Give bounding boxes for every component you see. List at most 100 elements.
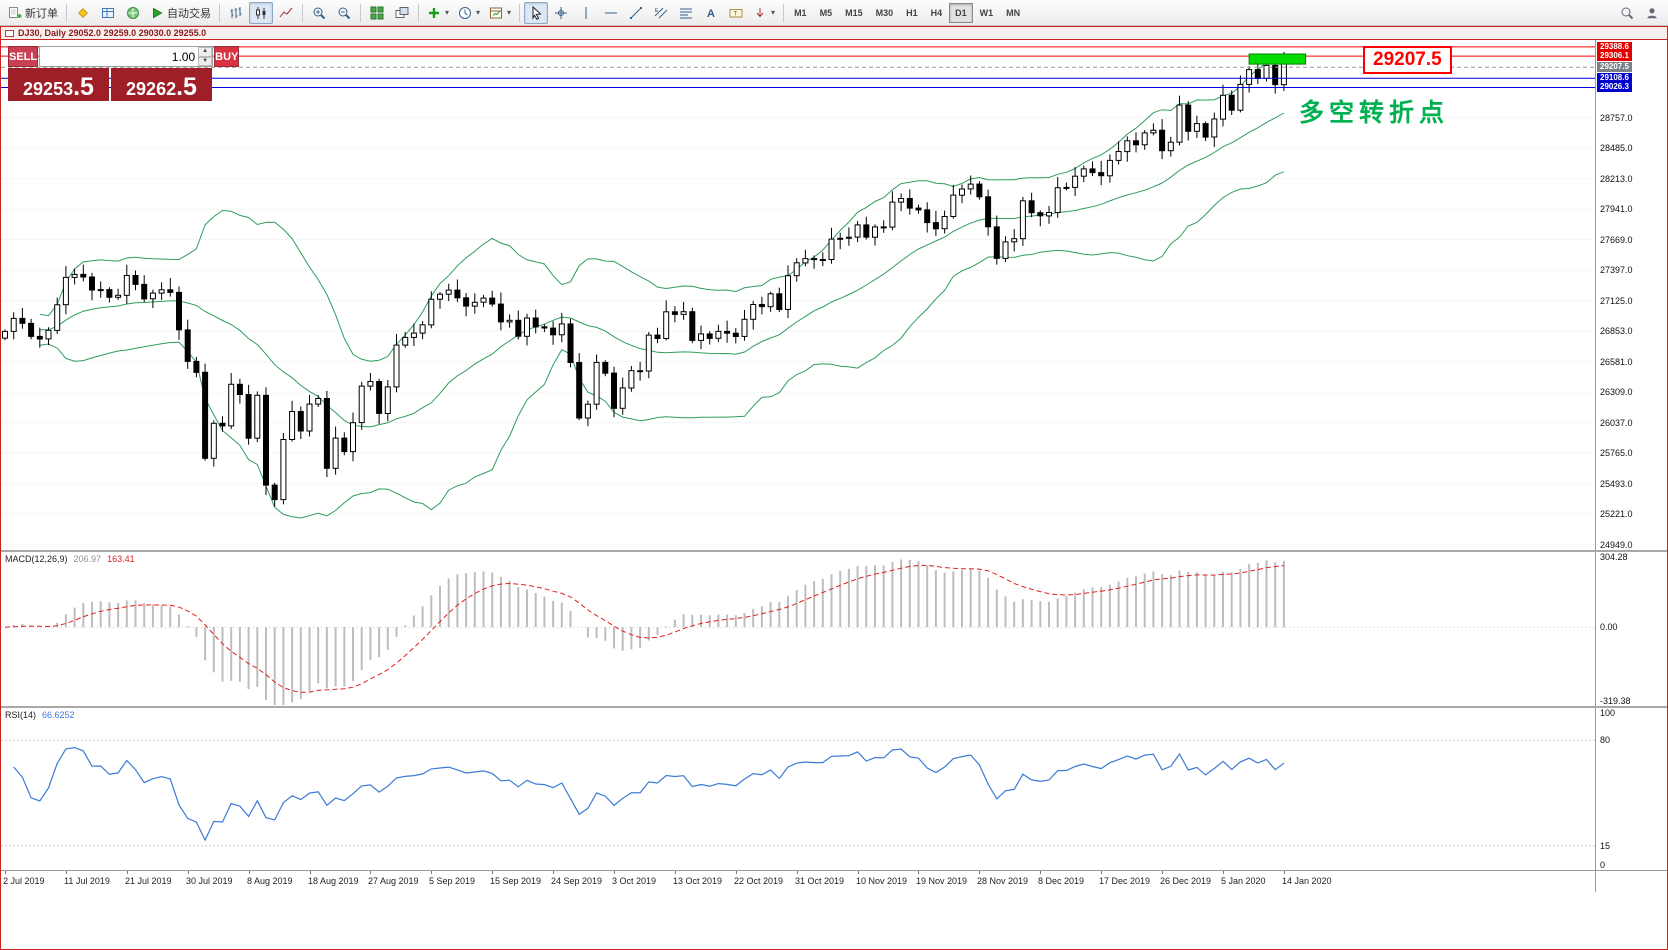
svg-text:A: A — [707, 8, 715, 20]
axis-label: 0.00 — [1600, 622, 1618, 632]
timeframe-m1[interactable]: M1 — [788, 3, 813, 23]
buy-button[interactable]: BUY — [214, 46, 240, 67]
svg-text:E: E — [655, 8, 659, 14]
axis-label: 25221.0 — [1600, 509, 1633, 519]
date-label: 24 Sep 2019 — [551, 876, 603, 886]
arrows-button[interactable]: ▾ — [749, 2, 779, 24]
date-label: 30 Jul 2019 — [186, 876, 233, 886]
chart-window: DJ30, Daily 29052.0 29259.0 29030.0 2925… — [0, 26, 1668, 950]
price-axis-badge: 29306.1 — [1597, 51, 1632, 61]
macd-panel[interactable]: MACD(12,26,9) 206.97 163.41 — [1, 552, 1595, 706]
panel-splitter[interactable] — [1, 706, 1667, 708]
date-tick — [614, 871, 615, 874]
price-axis-badge: 29207.5 — [1597, 62, 1632, 72]
horizontal-line-button[interactable] — [599, 2, 623, 24]
date-axis[interactable]: 2 Jul 2019 11 Jul 2019 21 Jul 2019 30 Jul 2… — [1, 870, 1595, 892]
axis-label: 24949.0 — [1600, 540, 1633, 550]
timeframe-h1[interactable]: H1 — [900, 3, 924, 23]
crosshair-button[interactable] — [549, 2, 573, 24]
toolbar-separator — [418, 3, 419, 22]
turning-point-note: 多空转折点 — [1299, 99, 1450, 127]
date-tick — [675, 871, 676, 874]
chart-title-bar: DJ30, Daily 29052.0 29259.0 29030.0 2925… — [1, 27, 1667, 40]
cursor-icon — [532, 5, 542, 20]
macd-axis[interactable]: 304.28 0.00 -319.38 — [1595, 552, 1667, 706]
new-order-button[interactable]: 新订单 — [4, 2, 62, 24]
timeframe-m15[interactable]: M15 — [839, 3, 869, 23]
fibonacci-icon — [680, 8, 693, 18]
toolbar-separator — [302, 3, 303, 22]
panel-splitter[interactable] — [1, 550, 1667, 552]
axis-label: 25765.0 — [1600, 448, 1633, 458]
axis-label: 28213.0 — [1600, 174, 1633, 184]
date-tick — [431, 871, 432, 874]
bar-chart-icon — [230, 6, 242, 18]
volume-up-button[interactable]: ▲ — [198, 47, 213, 57]
main-chart-plot[interactable]: SELL ▲ ▼ BUY 29253.5 29262.5 — [1, 40, 1595, 550]
templates-icon — [490, 7, 503, 18]
sell-price-frac: .5 — [73, 73, 94, 101]
bar-chart-button[interactable] — [224, 2, 248, 24]
profile-icon — [1647, 7, 1657, 18]
auto-arrange-icon — [395, 6, 409, 18]
axis-label: 100 — [1600, 708, 1616, 718]
sell-price[interactable]: 29253.5 — [8, 68, 109, 101]
buy-price[interactable]: 29262.5 — [111, 68, 212, 101]
tile-windows-button[interactable] — [365, 2, 389, 24]
trendline-button[interactable] — [624, 2, 648, 24]
dropdown-caret-icon: ▾ — [771, 8, 776, 17]
timeframe-m30[interactable]: M30 — [870, 3, 900, 23]
navigator-button[interactable] — [121, 2, 145, 24]
axis-corner — [1595, 870, 1667, 892]
text-label-button[interactable]: T — [724, 2, 748, 24]
timeframe-w1[interactable]: W1 — [974, 3, 1000, 23]
timeframe-mn[interactable]: MN — [1000, 3, 1026, 23]
date-tick — [370, 871, 371, 874]
timeframe-h4[interactable]: H4 — [925, 3, 949, 23]
date-tick — [1223, 871, 1224, 874]
rsi-label-strip: RSI(14) 66.6252 — [5, 710, 75, 720]
sell-button[interactable]: SELL — [8, 46, 39, 67]
horizontal-line-icon — [605, 12, 618, 13]
text-label-icon: T — [729, 8, 743, 17]
text-button[interactable]: A — [699, 2, 723, 24]
timeframe-m5[interactable]: M5 — [814, 3, 839, 23]
search-button[interactable] — [1615, 2, 1639, 24]
rsi-panel[interactable]: RSI(14) 66.6252 — [1, 708, 1595, 870]
macd-main-value: 206.97 — [73, 554, 102, 564]
date-label: 31 Oct 2019 — [795, 876, 845, 886]
profile-button[interactable] — [1640, 2, 1664, 24]
candlestick-chart-icon — [256, 6, 266, 19]
vertical-line-button[interactable] — [574, 2, 598, 24]
periods-button[interactable]: ▾ — [454, 2, 484, 24]
equidistant-channel-button[interactable]: E — [649, 2, 673, 24]
auto-arrange-button[interactable] — [390, 2, 414, 24]
date-label: 21 Jul 2019 — [125, 876, 172, 886]
date-tick — [492, 871, 493, 874]
rsi-axis[interactable]: 100 80 15 0 — [1595, 708, 1667, 870]
market-watch-button[interactable] — [71, 2, 95, 24]
indicators-button[interactable]: ▾ — [423, 2, 453, 24]
candlestick-chart-button[interactable] — [249, 1, 273, 24]
line-chart-button[interactable] — [274, 2, 298, 24]
data-window-icon — [102, 7, 114, 18]
timeframe-d1[interactable]: D1 — [949, 2, 973, 23]
main-chart-svg — [1, 46, 1595, 545]
zoom-out-button[interactable] — [332, 2, 356, 24]
date-label: 22 Oct 2019 — [734, 876, 784, 886]
cursor-button[interactable] — [524, 1, 549, 24]
zoom-in-icon — [313, 7, 326, 19]
volume-input[interactable] — [40, 47, 199, 66]
tile-windows-icon — [370, 6, 384, 19]
axis-label: 27669.0 — [1600, 235, 1633, 245]
autotrading-button[interactable]: 自动交易 — [146, 2, 215, 24]
price-axis[interactable]: 28757.0 28485.0 28213.0 27941.0 27669.0 27397… — [1595, 40, 1667, 550]
data-window-button[interactable] — [96, 2, 120, 24]
arrows-icon — [756, 7, 764, 17]
fibonacci-button[interactable] — [674, 2, 698, 24]
templates-button[interactable]: ▾ — [485, 2, 515, 24]
zoom-in-button[interactable] — [307, 2, 331, 24]
volume-down-button[interactable]: ▼ — [198, 56, 213, 66]
date-label: 28 Nov 2019 — [977, 876, 1029, 886]
